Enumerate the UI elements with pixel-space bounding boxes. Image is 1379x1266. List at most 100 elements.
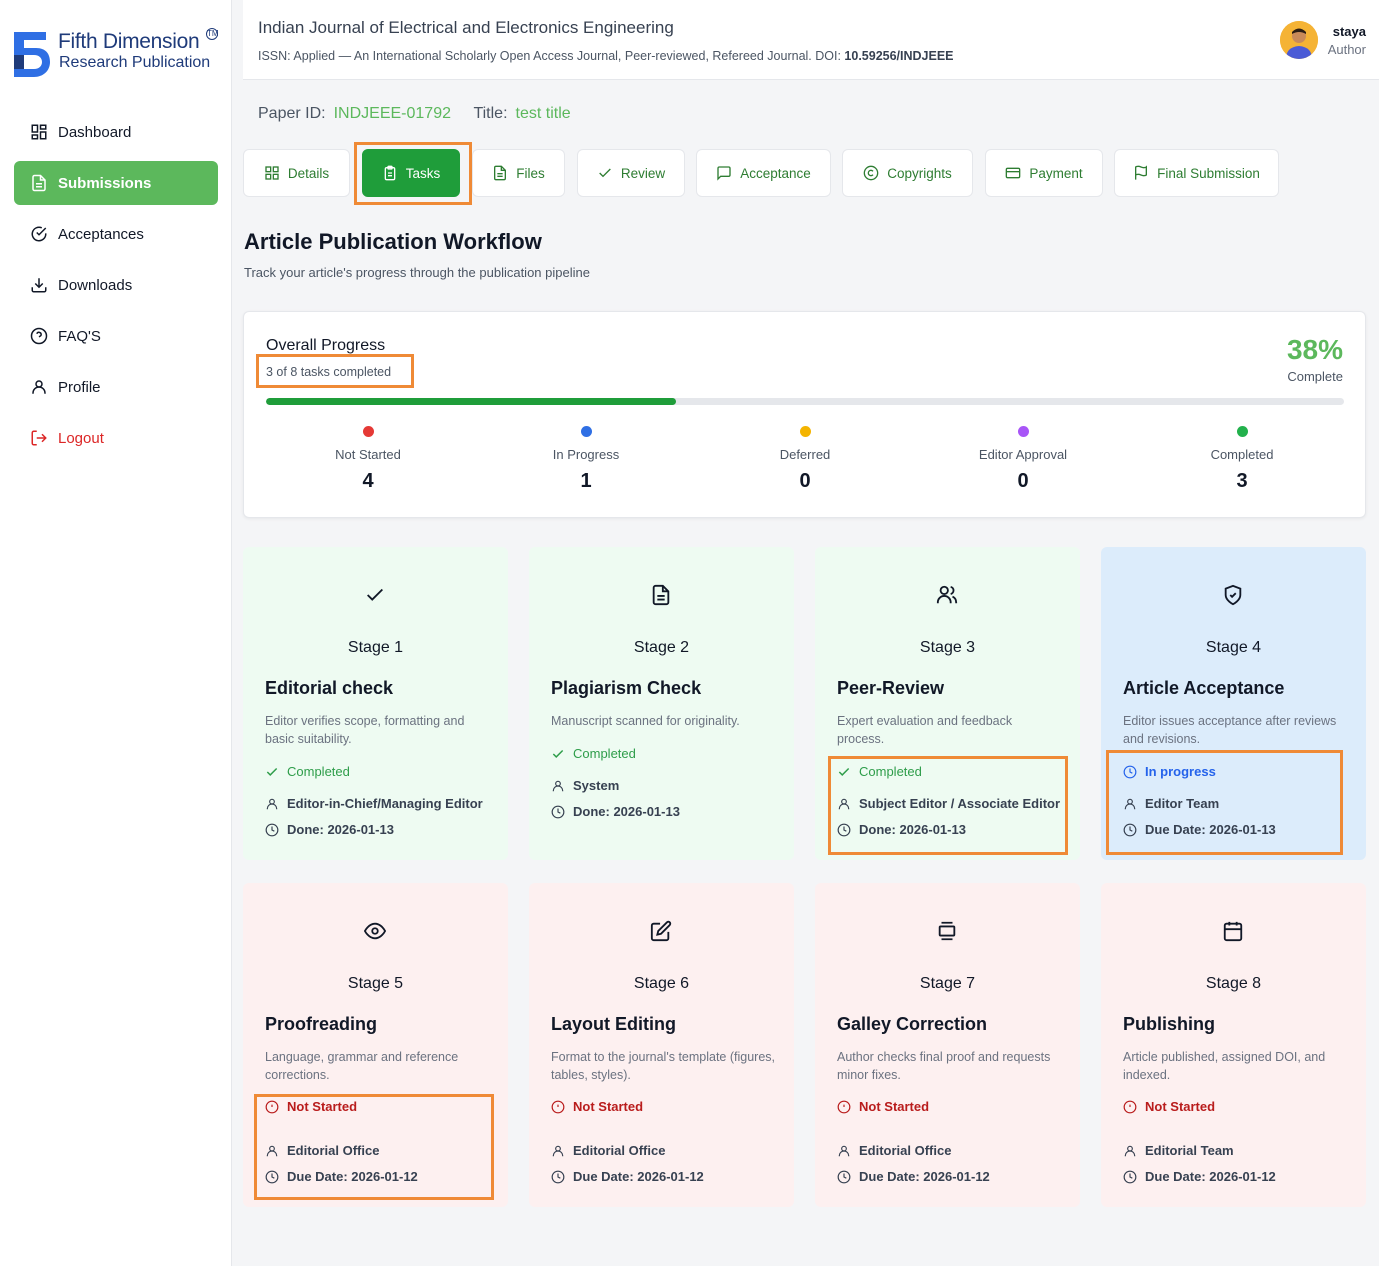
users-icon <box>936 585 958 604</box>
tab-label: Details <box>287 165 330 181</box>
shield-check-icon <box>1224 584 1242 606</box>
stage-description: Expert evaluation and feedback process. <box>837 714 1013 746</box>
tab-payment[interactable]: Payment <box>985 149 1103 197</box>
sidebar-item-downloads[interactable]: Downloads <box>14 263 218 307</box>
progress-summary: 3 of 8 tasks completed <box>266 365 392 379</box>
sidebar-item-submissions[interactable]: Submissions <box>14 161 218 205</box>
stage-number: Stage 4 <box>1205 639 1262 656</box>
stage-number: Stage 3 <box>919 639 976 656</box>
stat-value: 0 <box>799 470 811 492</box>
stage-card-2[interactable]: Stage 2 Plagiarism Check Manuscript scan… <box>529 547 794 860</box>
user-icon <box>552 780 564 791</box>
paper-title: test title <box>515 105 571 122</box>
stage-title: Article Acceptance <box>1123 678 1285 698</box>
tab-details[interactable]: Details <box>243 149 350 197</box>
user-icon <box>1124 798 1136 809</box>
paper-title-label: Title: <box>473 105 508 122</box>
stage-number: Stage 7 <box>919 975 976 992</box>
stage-status: Completed <box>837 764 922 779</box>
tab-copyrights[interactable]: Copyrights <box>842 149 973 197</box>
stage-number: Stage 2 <box>633 639 690 656</box>
sidebar: Fifth Dimension Research Publication TM … <box>0 0 232 1266</box>
user-avatar-icon <box>1280 21 1318 59</box>
page-title: Article Publication Workflow <box>244 229 542 254</box>
sidebar-item-label: Dashboard <box>58 123 132 141</box>
tab-label: Final Submission <box>1157 165 1260 181</box>
download-icon <box>31 278 47 293</box>
edit-icon <box>650 920 672 942</box>
paper-info: Paper ID: INDJEEE-01792 Title: test title <box>258 105 571 123</box>
check-icon <box>599 168 611 178</box>
alert-circle-icon <box>265 1100 279 1113</box>
stage-card-5[interactable]: Stage 5 Proofreading Language, grammar a… <box>243 883 508 1207</box>
sidebar-item-acceptances[interactable]: Acceptances <box>14 212 218 256</box>
overall-progress-card: Overall Progress 3 of 8 tasks completed … <box>243 311 1366 518</box>
clock-icon <box>265 1170 279 1183</box>
clock-icon <box>837 1170 851 1183</box>
stat-value: 3 <box>1236 470 1248 492</box>
check-icon <box>838 767 850 776</box>
grid-icon <box>265 166 279 180</box>
user-icon <box>838 798 850 809</box>
avatar[interactable] <box>1280 21 1318 59</box>
stage-card-8[interactable]: Stage 8 Publishing Article published, as… <box>1101 883 1366 1207</box>
journal-doi: 10.59256/INDJEEE <box>844 49 954 63</box>
stage-description: Author checks final proof and requests m… <box>837 1050 1051 1082</box>
check-icon <box>367 588 383 601</box>
tab-files[interactable]: Files <box>472 149 565 197</box>
stage-description: Article published, assigned DOI, and ind… <box>1123 1050 1326 1082</box>
stage-assignee: Editor-in-Chief/Managing Editor <box>265 796 483 811</box>
stage-card-3[interactable]: Stage 3 Peer-Review Expert evaluation an… <box>815 547 1080 860</box>
stat-not-started: Not Started 4 <box>288 426 448 493</box>
stage-card-4[interactable]: Stage 4 Article Acceptance Editor issues… <box>1101 547 1366 860</box>
status-dot <box>1236 426 1248 437</box>
user-role: Author <box>1327 42 1366 57</box>
stage-card-1[interactable]: Stage 1 Editorial check Editor verifies … <box>243 547 508 860</box>
user-icon <box>266 798 278 809</box>
tab-tasks[interactable]: Tasks <box>362 149 460 197</box>
sidebar-item-label: Submissions <box>58 174 152 192</box>
credit-card-icon <box>1006 167 1021 179</box>
sidebar-item-profile[interactable]: Profile <box>14 365 218 409</box>
stage-assignee: Editor Team <box>1123 796 1219 811</box>
layers-icon <box>938 921 956 941</box>
stage-number: Stage 6 <box>633 975 690 992</box>
copyright-icon <box>863 165 879 181</box>
stage-description: Manuscript scanned for originality. <box>551 714 740 728</box>
sidebar-item-faqs[interactable]: FAQ'S <box>14 314 218 358</box>
calendar-icon <box>1223 921 1243 942</box>
tab-label: Payment <box>1029 165 1083 181</box>
eye-icon <box>364 922 386 940</box>
progress-title: Overall Progress <box>266 337 386 354</box>
stage-description: Format to the journal's template (figure… <box>551 1050 776 1082</box>
stage-title: Publishing <box>1123 1014 1215 1034</box>
stat-label: Completed <box>1210 447 1274 462</box>
clock-icon <box>551 1170 565 1183</box>
stage-card-7[interactable]: Stage 7 Galley Correction Author checks … <box>815 883 1080 1207</box>
stage-status: Not Started <box>551 1099 643 1114</box>
stat-value: 0 <box>1017 470 1029 492</box>
journal-title: Indian Journal of Electrical and Electro… <box>258 18 674 37</box>
stage-number: Stage 1 <box>347 639 404 656</box>
sidebar-item-dashboard[interactable]: Dashboard <box>14 110 218 154</box>
stage-card-6[interactable]: Stage 6 Layout Editing Format to the jou… <box>529 883 794 1207</box>
file-text-icon <box>652 584 670 606</box>
alert-circle-icon <box>837 1100 851 1113</box>
tab-review[interactable]: Review <box>577 149 685 197</box>
document-icon <box>32 174 46 192</box>
logout-icon <box>31 430 47 446</box>
brand-logo[interactable]: Fifth Dimension Research Publication TM <box>12 26 224 82</box>
stage-description: Editor issues acceptance after reviews a… <box>1123 714 1337 746</box>
stage-status: Not Started <box>1123 1099 1215 1114</box>
tab-final-submission[interactable]: Final Submission <box>1114 149 1279 197</box>
sidebar-item-logout[interactable]: Logout <box>14 416 218 460</box>
stage-number: Stage 5 <box>347 975 404 992</box>
stage-description: Editor verifies scope, formatting and ba… <box>265 714 465 746</box>
clock-icon <box>265 823 279 836</box>
stage-title: Proofreading <box>265 1014 378 1034</box>
status-dot <box>799 426 811 437</box>
alert-circle-icon <box>1123 1100 1137 1113</box>
tab-acceptance[interactable]: Acceptance <box>696 149 831 197</box>
clock-icon <box>837 823 851 836</box>
stat-editor-approval: Editor Approval 0 <box>943 426 1103 493</box>
